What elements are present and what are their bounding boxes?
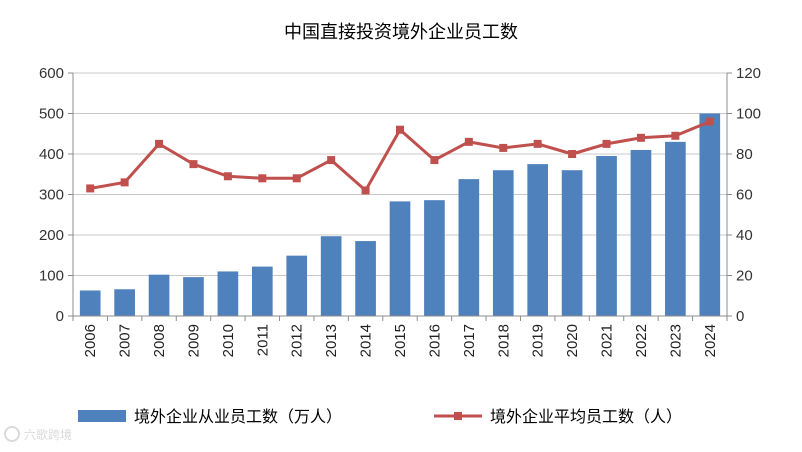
- right-tick-label: 100: [736, 106, 761, 123]
- x-tick-label: 2009: [185, 324, 202, 357]
- line-point: [223, 172, 232, 181]
- x-tick-label: 2022: [633, 324, 650, 357]
- bar: [286, 255, 308, 316]
- x-tick-label: 2020: [564, 324, 581, 357]
- bar: [114, 289, 135, 316]
- gridlines: [73, 72, 727, 276]
- bar: [596, 156, 617, 316]
- bar: [320, 236, 342, 316]
- right-tick-label: 60: [736, 187, 753, 204]
- bar: [79, 290, 101, 316]
- right-tick-label: 80: [736, 146, 753, 163]
- watermark: 六歌跨境: [4, 426, 72, 442]
- bar: [492, 170, 514, 316]
- x-axis-ticks: 2006 2007 2008 2009 2010 2011 2012 2013 2014 2015…: [72, 316, 728, 357]
- line-point: [86, 184, 95, 193]
- x-tick-label: 2016: [426, 324, 443, 357]
- line-point: [396, 125, 404, 134]
- x-tick-label: 2014: [358, 324, 375, 357]
- bar-series: [79, 113, 721, 316]
- x-tick-label: 2021: [599, 324, 616, 357]
- right-tick-label: 40: [736, 227, 753, 244]
- line-point: [568, 150, 577, 158]
- line-point: [430, 156, 439, 165]
- right-tick-label: 120: [736, 65, 761, 82]
- line-point: [499, 143, 508, 152]
- bar: [148, 274, 170, 316]
- bar: [527, 164, 549, 316]
- x-tick-label: 2024: [702, 324, 719, 357]
- line-point: [671, 131, 680, 140]
- x-tick-label: 2015: [392, 324, 409, 357]
- right-tick-label: 20: [736, 268, 753, 285]
- bar: [217, 271, 239, 316]
- x-tick-label: 2019: [530, 324, 547, 357]
- line-point: [120, 178, 129, 187]
- x-tick-label: 2012: [289, 324, 306, 357]
- bar: [699, 113, 721, 316]
- legend: 境外企业从业员工数（万人） 境外企业平均员工数（人）: [78, 407, 682, 426]
- chart-title: 中国直接投资境外企业员工数: [284, 22, 518, 43]
- x-tick-label: 2007: [117, 324, 134, 357]
- line-point: [464, 137, 473, 146]
- legend-line-label: 境外企业平均员工数（人）: [490, 407, 682, 426]
- left-tick-label: 100: [39, 268, 64, 285]
- watermark-text: 六歌跨境: [24, 427, 72, 442]
- line-series: [86, 117, 714, 195]
- legend-bar-swatch: [78, 410, 126, 422]
- bar: [561, 170, 583, 316]
- line-point: [292, 174, 301, 183]
- legend-bar-label: 境外企业从业员工数（万人）: [134, 407, 342, 426]
- line-point: [636, 133, 645, 142]
- bar: [458, 179, 480, 316]
- left-tick-label: 500: [39, 106, 64, 123]
- left-axis-ticks: 0 100 200 300 400 500 600: [39, 65, 73, 325]
- bar: [665, 141, 686, 316]
- line-point: [602, 139, 611, 148]
- right-tick-label: 0: [736, 308, 744, 325]
- line-point: [189, 160, 198, 169]
- legend-line-marker: [454, 412, 462, 420]
- line-point: [533, 139, 542, 148]
- bar: [251, 266, 273, 316]
- left-tick-label: 200: [39, 227, 64, 244]
- left-tick-label: 0: [56, 308, 64, 325]
- x-tick-label: 2013: [323, 324, 340, 357]
- line-point: [705, 117, 714, 126]
- line-point: [155, 139, 164, 148]
- bar: [424, 200, 445, 316]
- x-tick-label: 2006: [82, 324, 99, 357]
- bar: [355, 241, 376, 316]
- x-tick-label: 2008: [151, 324, 168, 357]
- x-tick-label: 2018: [495, 324, 512, 357]
- line-point: [258, 174, 267, 183]
- x-tick-label: 2023: [667, 324, 684, 357]
- line-point: [327, 156, 336, 165]
- right-axis-ticks: 0 20 40 60 80 100 120: [727, 65, 761, 325]
- line-point: [361, 186, 370, 195]
- left-tick-label: 300: [39, 187, 64, 204]
- x-tick-label: 2010: [220, 324, 237, 357]
- x-tick-label: 2017: [461, 324, 478, 357]
- watermark-logo-icon: [4, 426, 20, 442]
- left-tick-label: 600: [39, 65, 64, 82]
- bar: [630, 149, 652, 316]
- bar: [389, 201, 411, 316]
- bar: [183, 277, 204, 316]
- x-tick-label: 2011: [254, 324, 271, 356]
- left-tick-label: 400: [39, 146, 64, 163]
